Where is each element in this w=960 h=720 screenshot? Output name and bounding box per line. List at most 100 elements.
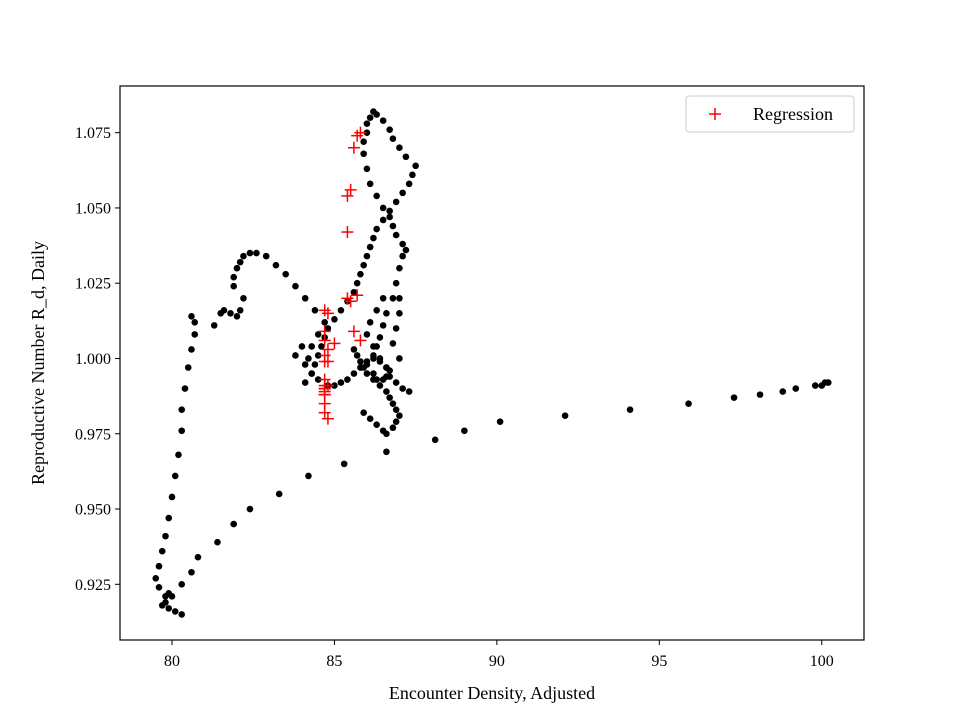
data-point (399, 252, 406, 260)
data-point (220, 307, 228, 314)
data-point (188, 313, 195, 320)
data-point (379, 294, 387, 302)
data-point (373, 192, 380, 200)
data-point (230, 273, 238, 281)
data-point (402, 246, 410, 254)
data-point (561, 412, 569, 419)
data-point (240, 252, 247, 260)
data-point (314, 352, 322, 359)
data-point (155, 562, 163, 570)
data-point (370, 370, 377, 377)
data-point (227, 310, 234, 317)
data-point (396, 310, 403, 317)
data-point (379, 117, 387, 124)
data-point (246, 505, 254, 513)
data-point (389, 340, 397, 347)
data-point (360, 409, 367, 416)
data-point (402, 153, 410, 161)
data-point (360, 261, 367, 269)
regression-point (347, 141, 360, 154)
data-point (357, 270, 364, 278)
data-point (314, 376, 322, 383)
data-point (340, 460, 348, 468)
data-point (824, 379, 832, 386)
data-point (210, 322, 218, 329)
data-point (389, 294, 397, 302)
x-tick-label: 80 (164, 653, 180, 670)
data-point (230, 282, 238, 290)
data-point (373, 225, 380, 233)
data-point (214, 538, 221, 546)
data-point (262, 252, 270, 260)
data-point (370, 376, 377, 383)
data-point (360, 150, 367, 158)
regression-point (351, 289, 364, 302)
data-point (292, 352, 299, 359)
data-point (155, 584, 163, 591)
data-point (292, 282, 299, 290)
x-tick-label: 85 (326, 653, 342, 670)
data-point (399, 385, 406, 392)
data-point (311, 307, 319, 314)
legend-label-regression: Regression (753, 104, 833, 124)
y-tick-label: 0.925 (75, 577, 111, 594)
data-point (162, 532, 169, 540)
data-point (685, 400, 692, 407)
data-point (158, 547, 166, 555)
data-point (353, 352, 361, 359)
data-point (626, 406, 634, 413)
data-point (366, 114, 374, 121)
data-point (399, 240, 406, 248)
data-point (383, 448, 390, 456)
data-point (396, 355, 403, 362)
data-point (165, 605, 173, 612)
regression-point (328, 337, 341, 350)
data-point (305, 472, 312, 480)
data-point (409, 171, 416, 179)
data-point (373, 307, 380, 314)
data-point (730, 394, 738, 401)
regression-point (321, 379, 334, 392)
data-point (233, 264, 241, 272)
data-point (194, 553, 202, 561)
data-point (233, 313, 241, 320)
data-point (396, 412, 403, 419)
data-point (331, 382, 338, 389)
data-point (240, 294, 247, 302)
x-tick-label: 100 (810, 653, 834, 670)
regression-point (341, 226, 354, 239)
data-point (344, 376, 351, 383)
data-point (253, 249, 260, 257)
data-point (383, 430, 390, 438)
data-point (350, 370, 358, 377)
regression-point (344, 183, 357, 196)
regression-point (354, 126, 367, 139)
data-point (399, 189, 406, 197)
data-point (301, 361, 309, 368)
y-axis-ticks: 0.925 0.950 0.975 1.000 1.025 1.050 1.075 (75, 125, 120, 594)
data-point (392, 231, 400, 239)
data-point (337, 379, 345, 386)
x-axis-ticks: 80 85 90 95 100 (164, 640, 834, 670)
y-tick-label: 1.025 (75, 276, 111, 293)
data-point (165, 514, 173, 522)
data-point (396, 294, 403, 302)
data-point (392, 279, 400, 287)
data-point (389, 222, 397, 230)
data-point (191, 319, 199, 326)
data-point (376, 358, 384, 365)
data-point (305, 355, 312, 362)
data-point (379, 376, 387, 383)
data-point (188, 568, 195, 576)
regression-point (321, 355, 334, 368)
x-axis-label: Encounter Density, Adjusted (389, 683, 595, 703)
data-point (461, 427, 468, 435)
data-point (431, 436, 439, 444)
data-point (272, 261, 280, 269)
regression-point (354, 334, 367, 347)
regression-point (321, 343, 334, 356)
data-point (386, 394, 393, 401)
data-point (308, 343, 315, 350)
data-point (363, 165, 371, 173)
